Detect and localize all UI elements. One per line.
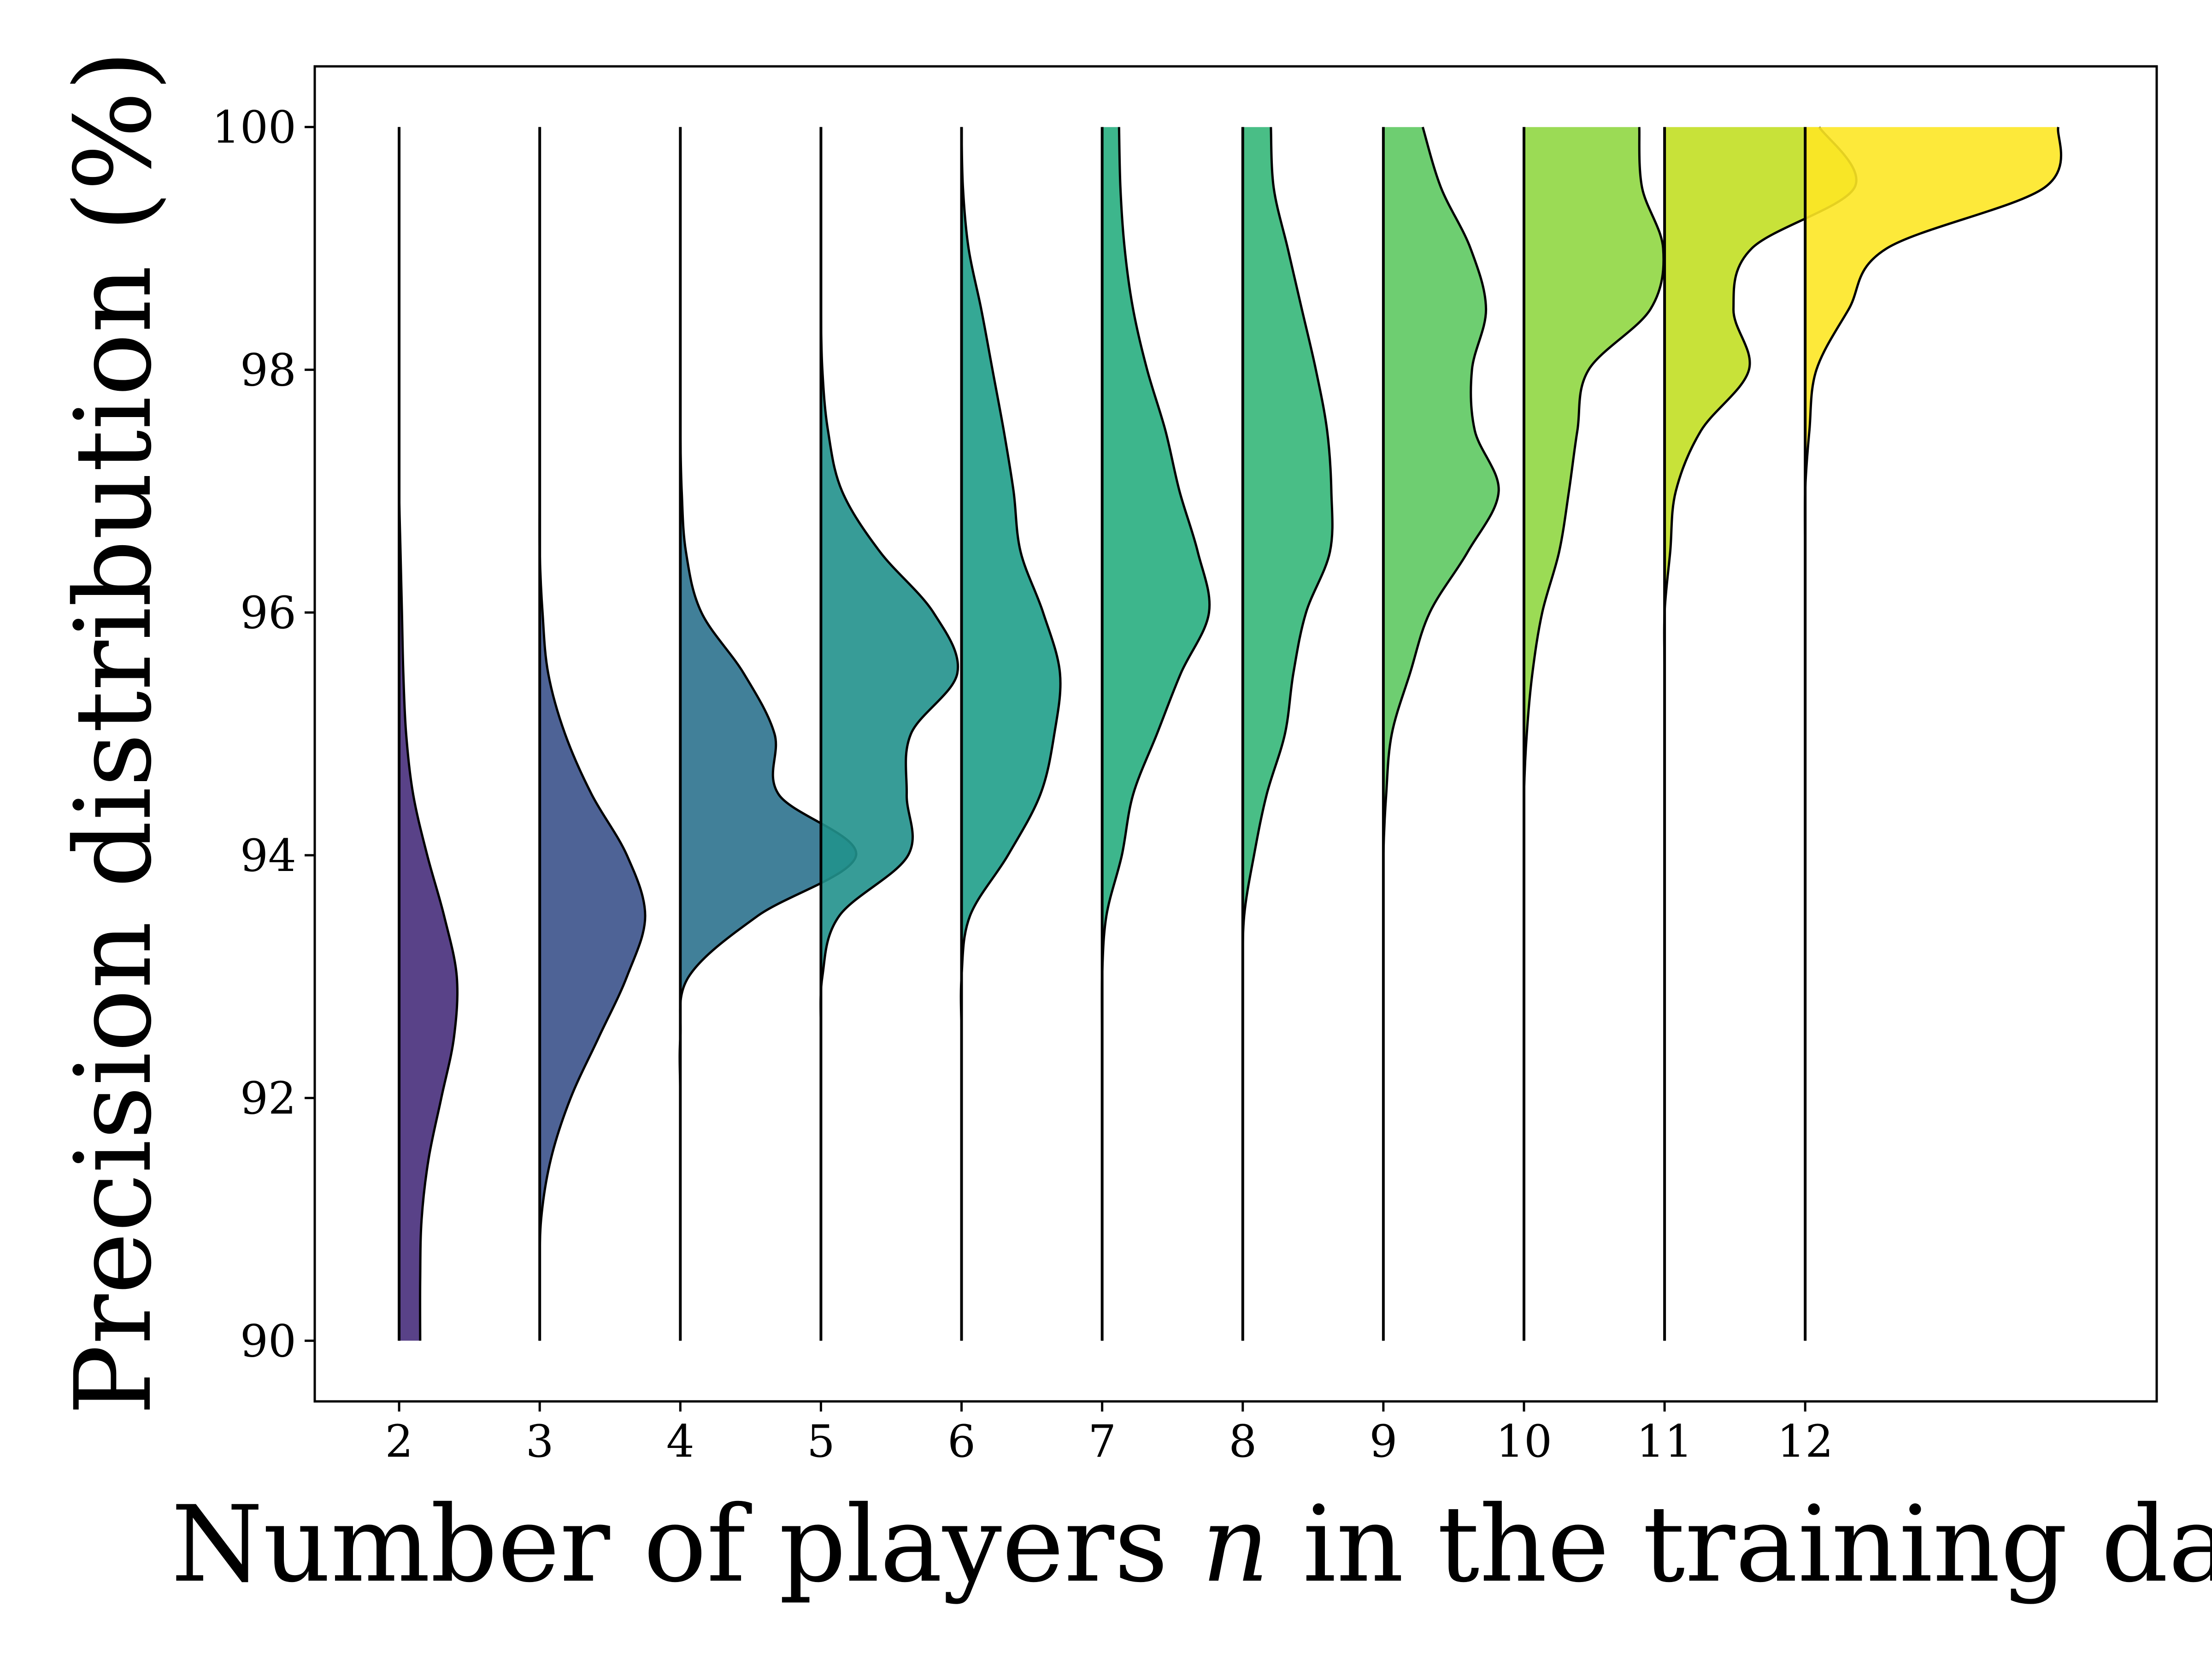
x-tick-label: 10 [1496, 1416, 1552, 1467]
x-axis-label-suffix: in the training data [1269, 1483, 2212, 1606]
y-tick-label: 94 [240, 830, 296, 882]
y-tick-label: 98 [240, 344, 296, 396]
baseline-group [398, 127, 1807, 1341]
violin-n3 [539, 127, 645, 1341]
violin-n5 [820, 127, 958, 1341]
x-tick-label: 11 [1636, 1416, 1693, 1467]
x-tick-label: 8 [1229, 1416, 1257, 1467]
y-tick-label: 90 [240, 1315, 296, 1367]
violin-n8 [1242, 127, 1333, 1341]
x-axis-label-prefix: Number of players [171, 1483, 1201, 1606]
y-tick-label: 100 [212, 102, 296, 153]
plot-frame [313, 65, 2158, 1403]
y-tick-label: 92 [240, 1073, 296, 1124]
x-axis-ticks: 2 3 4 5 6 7 8 9 10 11 12 [385, 1401, 1833, 1467]
x-tick-label: 7 [1088, 1416, 1116, 1467]
violin-n9 [1383, 127, 1499, 1341]
x-tick-label: 3 [526, 1416, 554, 1467]
violin-n10 [1524, 127, 1664, 1341]
x-axis-label-variable: n [1201, 1483, 1269, 1606]
x-axis-label: Number of players n in the training data [171, 1483, 2212, 1606]
y-tick-label: 96 [240, 587, 296, 639]
y-axis-label: Precision distribution (%) [52, 50, 175, 1415]
violin-n4 [679, 127, 856, 1341]
violin-n12 [1805, 127, 2061, 1341]
x-tick-label: 5 [807, 1416, 835, 1467]
x-tick-label: 4 [666, 1416, 694, 1467]
violin-n7 [1101, 127, 1210, 1341]
x-tick-label: 9 [1369, 1416, 1397, 1467]
x-tick-label: 6 [947, 1416, 976, 1467]
y-axis-ticks: 90 92 94 96 98 100 [212, 102, 315, 1367]
violin-n11 [1664, 127, 1857, 1341]
x-tick-label: 12 [1777, 1416, 1833, 1467]
violin-n2 [399, 127, 458, 1341]
violin-n6 [961, 127, 1061, 1341]
x-tick-label: 2 [385, 1416, 413, 1467]
